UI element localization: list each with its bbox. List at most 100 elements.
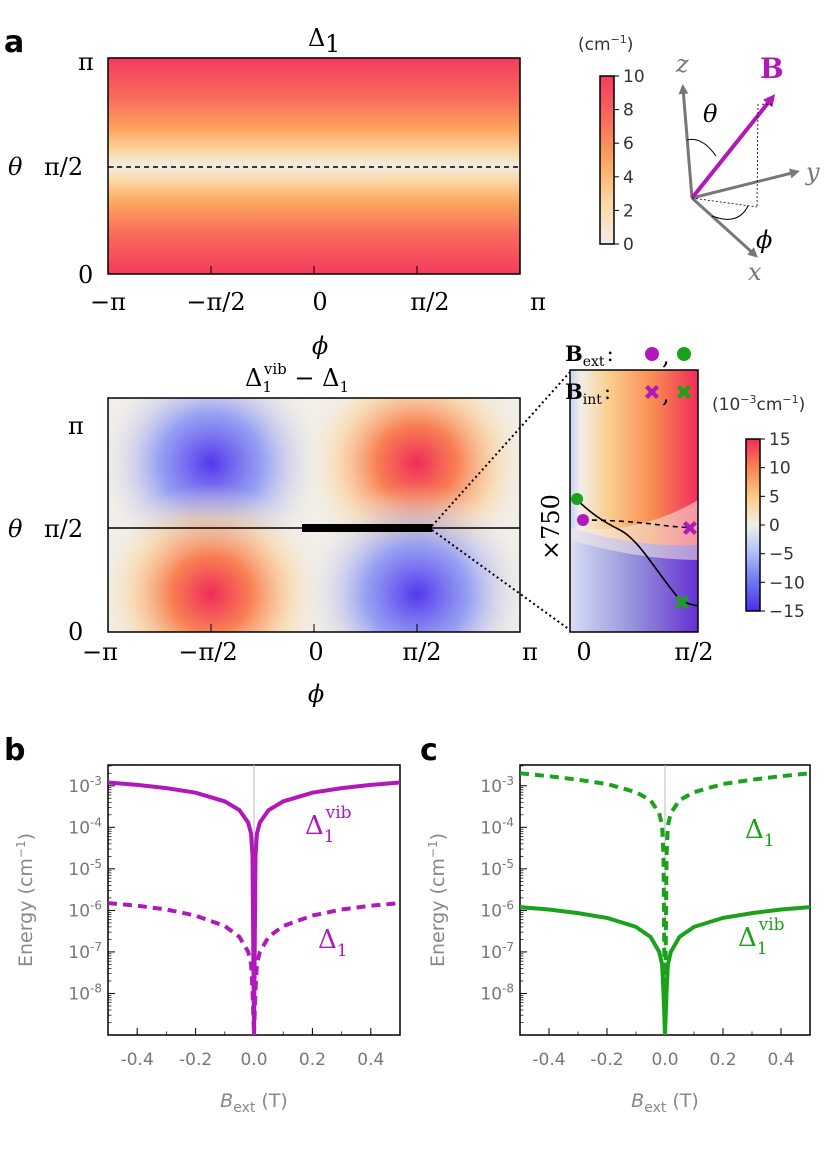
xtick-minus-pi-half-mid: −π/2	[178, 638, 237, 666]
ytick-pi-mid: π	[68, 412, 84, 440]
legend-bext-label: Bext:	[565, 341, 614, 370]
phi-angle-label: ϕ	[756, 226, 772, 254]
xtick-pi-half-mid: π/2	[402, 638, 441, 666]
series-line-Δ1vib-right	[663, 905, 810, 1035]
x-axis-label-phi: ϕ	[312, 332, 328, 360]
xtick-label: 0.0	[651, 1050, 678, 1070]
ytick-pi: π	[78, 48, 94, 76]
series-line-Δ1-left	[520, 771, 667, 1035]
series-line-Δ1-left	[108, 901, 256, 1035]
bext-green-marker	[571, 493, 583, 505]
colorbar-a-tick-label: 0	[623, 235, 634, 255]
xtick-label: 0.4	[767, 1050, 794, 1070]
series-line-Δ1-right	[252, 901, 400, 1035]
colorbar-diff-unit: (10−3cm−1)	[712, 393, 805, 415]
ytick-label: 10-7	[480, 940, 514, 963]
panel-label-c: c	[420, 733, 438, 768]
bext-magenta-marker	[577, 514, 589, 526]
ytick-label: 10-6	[68, 898, 102, 921]
ytick-label: 10-8	[68, 981, 102, 1004]
y-axis-label-theta: θ	[8, 153, 23, 181]
marker-legend: Bext: , Bint: ,	[565, 341, 691, 408]
colorbar-a-tick-label: 4	[623, 168, 634, 188]
z-axis-arrow	[678, 84, 694, 199]
ytick-pi-half: π/2	[44, 153, 83, 181]
series-line-Δ1vib-left	[108, 780, 256, 1035]
x-axis-label-phi-mid: ϕ	[308, 680, 324, 708]
colorbar-difference: (10−3cm−1) 15 10 5 0 −5 −10 −15	[712, 393, 805, 622]
ytick-label: 10-4	[480, 815, 514, 838]
series-line-Δ1vib-left	[520, 905, 667, 1035]
colorbar-b-tick-label: 10	[769, 459, 791, 479]
xtick-minus-pi-mid: −π	[82, 638, 118, 666]
mid-y-ticks: π θ π/2 0	[8, 412, 84, 646]
xtick-label: 0.0	[240, 1050, 267, 1070]
inset-xtick-pi-half: π/2	[674, 638, 713, 666]
colorbar-b-tick-label: −15	[769, 602, 805, 622]
zoom-region-bar	[302, 524, 432, 532]
series-label-Δ1vib: Δ1vib	[738, 915, 785, 959]
y-axis-label: Energy (cm−1)	[426, 833, 449, 967]
bint-green-marker	[675, 595, 689, 609]
xtick-pi-half: π/2	[410, 288, 449, 316]
ytick-label: 10-7	[68, 940, 102, 963]
title-subscript: 1	[325, 30, 340, 58]
xtick-pi: π	[530, 288, 546, 316]
axes-diagram: B z y x θ ϕ	[675, 50, 820, 286]
x-axis-label: Bext (T)	[220, 1090, 288, 1116]
y-label: y	[805, 158, 820, 186]
colorbar-unit: (cm−1)	[578, 33, 633, 55]
b-vector-arrow	[690, 94, 776, 200]
colorbar-b-tick-label: −10	[769, 573, 805, 593]
ytick-label: 10-4	[68, 815, 102, 838]
xtick-label: 0.4	[357, 1050, 384, 1070]
colorbar-b-tick-label: −5	[769, 545, 794, 565]
colorbar-a-tick-label: 10	[623, 67, 645, 87]
y-axis-arrow	[691, 168, 800, 200]
ytick-zero-mid: 0	[68, 618, 83, 646]
zoom-inset: ×750 0 π/2	[537, 369, 714, 666]
y-axis-label-theta-mid: θ	[8, 515, 23, 543]
z-label: z	[675, 50, 689, 78]
xtick-label: -0.4	[121, 1050, 154, 1070]
legend-bext-green	[677, 347, 691, 361]
inset-xtick-zero: 0	[576, 638, 591, 666]
ytick-label: 10-3	[480, 774, 514, 797]
svg-text:,: ,	[662, 380, 670, 408]
inset-scale-label: ×750	[537, 494, 565, 560]
ytick-label: 10-6	[480, 898, 514, 921]
inset-solid-path	[576, 499, 699, 607]
inset-dashed-path	[582, 519, 693, 529]
xtick-label: -0.4	[532, 1050, 565, 1070]
legend-bint-green	[677, 385, 691, 399]
colorbar-b-tick-label: 5	[769, 487, 780, 507]
ytick-label: 10-8	[480, 981, 514, 1004]
ytick-label: 10-5	[480, 857, 514, 880]
x-label: x	[748, 258, 762, 286]
colorbar-b-tick-label: 15	[769, 430, 791, 450]
colorbar-a-tick-label: 6	[623, 134, 634, 154]
panel-label-b: b	[4, 733, 25, 768]
xtick-label: -0.2	[590, 1050, 623, 1070]
plot-b: 10-3 10-4 10-5 10-6 10-7 10-8 -0.4 -0.2 0.0 0.2 0.…	[14, 764, 401, 1116]
series-label-Δ1: Δ1	[318, 925, 348, 961]
colorbar-a-tick-label: 2	[623, 201, 634, 221]
legend-bint-label: Bint:	[565, 379, 611, 408]
ytick-pi-half-mid: π/2	[44, 515, 83, 543]
xtick-zero-mid: 0	[308, 638, 323, 666]
mid-x-ticks: −π −π/2 0 π/2 π ϕ	[82, 624, 538, 708]
title-delta1vib-minus-delta1: Δ1vib − Δ1	[245, 360, 349, 396]
colorbar-diff-gradient	[745, 438, 761, 612]
plot-c: 10-3 10-4 10-5 10-6 10-7 10-8 -0.4 -0.2 0.0 0.2 0.…	[426, 764, 811, 1116]
x-axis-arrow	[690, 196, 758, 258]
ytick-zero: 0	[78, 261, 93, 289]
colorbar-b-tick-label: 0	[769, 516, 780, 536]
title-delta-symbol: Δ	[308, 24, 325, 52]
top-x-ticks: −π −π/2 0 π/2 π ϕ	[90, 266, 546, 360]
xtick-zero: 0	[312, 288, 327, 316]
series-label-Δ1vib: Δ1vib	[305, 803, 352, 847]
colorbar-a-tick-label: 8	[623, 101, 634, 121]
panel-label-a: a	[4, 25, 24, 60]
heatmap-delta1	[107, 57, 521, 275]
